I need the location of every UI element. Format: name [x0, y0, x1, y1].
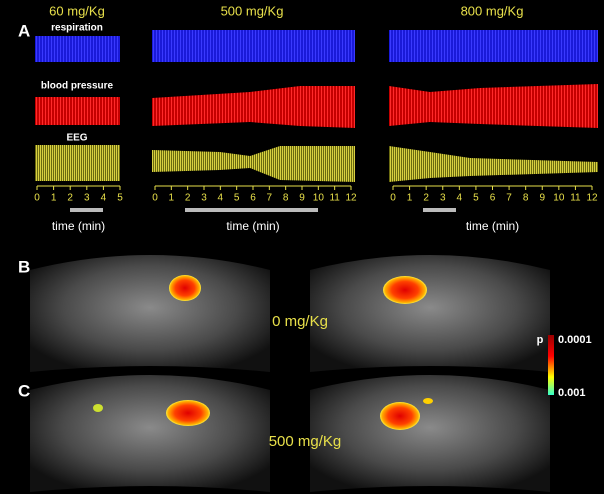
tick-label: 0: [152, 193, 158, 204]
tick-label: 3: [201, 193, 207, 204]
tick-label: 8: [283, 193, 289, 204]
axis-label: time (min): [226, 219, 279, 233]
tick-label: 12: [345, 193, 357, 204]
dose-label: 500 mg/Kg: [221, 3, 284, 18]
tick-label: 7: [267, 193, 273, 204]
dose-label: 500 mg/Kg: [269, 433, 342, 450]
tick-label: 12: [586, 193, 598, 204]
tick-label: 2: [67, 193, 73, 204]
tick-label: 3: [440, 193, 446, 204]
tick-label: 4: [457, 193, 463, 204]
signal-label: respiration: [51, 23, 103, 34]
tick-label: 9: [299, 193, 305, 204]
tick-label: 2: [423, 193, 429, 204]
colorbar-label: 0.001: [558, 387, 586, 399]
brain-images: [30, 255, 550, 492]
tick-label: 7: [506, 193, 512, 204]
signal-label: blood pressure: [41, 81, 114, 92]
tick-label: 4: [101, 193, 107, 204]
tick-label: 1: [51, 193, 57, 204]
tick-label: 5: [473, 193, 479, 204]
tick-label: 0: [34, 193, 40, 204]
tick-label: 10: [553, 193, 565, 204]
signal-label: EEG: [66, 133, 87, 144]
tick-label: 10: [313, 193, 325, 204]
tick-label: 4: [218, 193, 224, 204]
traces: [35, 30, 598, 212]
tick-label: 11: [570, 193, 581, 204]
tick-label: 1: [407, 193, 413, 204]
tick-label: 5: [117, 193, 123, 204]
panel-label: B: [18, 257, 30, 276]
tick-label: 6: [490, 193, 496, 204]
colorbar: [548, 335, 554, 395]
tick-label: 3: [84, 193, 90, 204]
tick-label: 8: [523, 193, 529, 204]
tick-label: 6: [250, 193, 256, 204]
axis-label: time (min): [466, 219, 519, 233]
tick-label: 0: [390, 193, 396, 204]
tick-label: 9: [539, 193, 545, 204]
colorbar-title: p: [537, 334, 544, 346]
colorbar-label: 0.0001: [558, 334, 592, 346]
tick-label: 2: [185, 193, 191, 204]
tick-label: 1: [169, 193, 175, 204]
tick-label: 5: [234, 193, 240, 204]
dose-label: 800 mg/Kg: [461, 3, 524, 18]
tick-label: 11: [329, 193, 340, 204]
dose-label: 60 mg/Kg: [49, 3, 105, 18]
dose-label: 0 mg/Kg: [272, 313, 328, 330]
panel-label: C: [18, 381, 30, 400]
panel-label: A: [18, 21, 30, 40]
axis-label: time (min): [52, 219, 105, 233]
